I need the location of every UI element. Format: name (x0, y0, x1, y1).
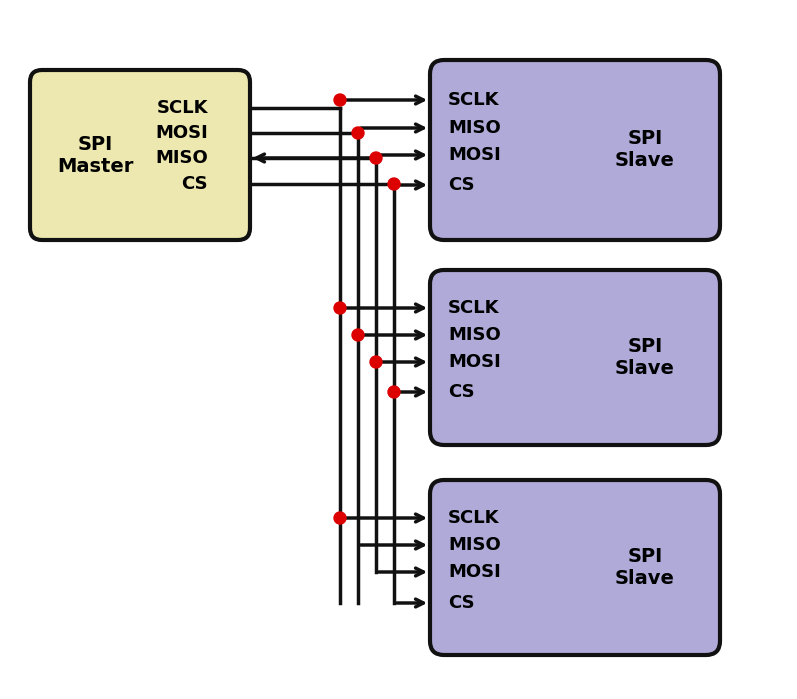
Text: SPI
Master: SPI Master (57, 134, 133, 175)
Text: MISO: MISO (448, 326, 501, 344)
Text: SCLK: SCLK (448, 91, 500, 109)
Text: CS: CS (448, 383, 475, 401)
Text: MOSI: MOSI (448, 563, 501, 581)
FancyBboxPatch shape (430, 270, 720, 445)
Circle shape (352, 127, 364, 139)
Text: CS: CS (448, 594, 475, 612)
Circle shape (388, 386, 400, 398)
Circle shape (334, 94, 346, 106)
Text: CS: CS (448, 176, 475, 194)
Text: MOSI: MOSI (448, 353, 501, 371)
Circle shape (334, 512, 346, 524)
Text: SCLK: SCLK (448, 509, 500, 527)
Circle shape (352, 329, 364, 341)
Text: SPI
Slave: SPI Slave (615, 129, 675, 171)
Text: SCLK: SCLK (156, 99, 208, 117)
Text: MISO: MISO (448, 536, 501, 554)
Text: MOSI: MOSI (448, 146, 501, 164)
Text: SPI
Slave: SPI Slave (615, 338, 675, 378)
Text: MOSI: MOSI (155, 124, 208, 142)
Circle shape (370, 356, 382, 368)
Text: CS: CS (182, 175, 208, 193)
FancyBboxPatch shape (30, 70, 250, 240)
Text: MISO: MISO (155, 149, 208, 167)
FancyBboxPatch shape (430, 60, 720, 240)
Text: MISO: MISO (448, 119, 501, 137)
Circle shape (388, 178, 400, 190)
FancyBboxPatch shape (430, 480, 720, 655)
Text: SCLK: SCLK (448, 299, 500, 317)
Circle shape (370, 152, 382, 164)
Circle shape (334, 302, 346, 314)
Text: SPI
Slave: SPI Slave (615, 547, 675, 589)
